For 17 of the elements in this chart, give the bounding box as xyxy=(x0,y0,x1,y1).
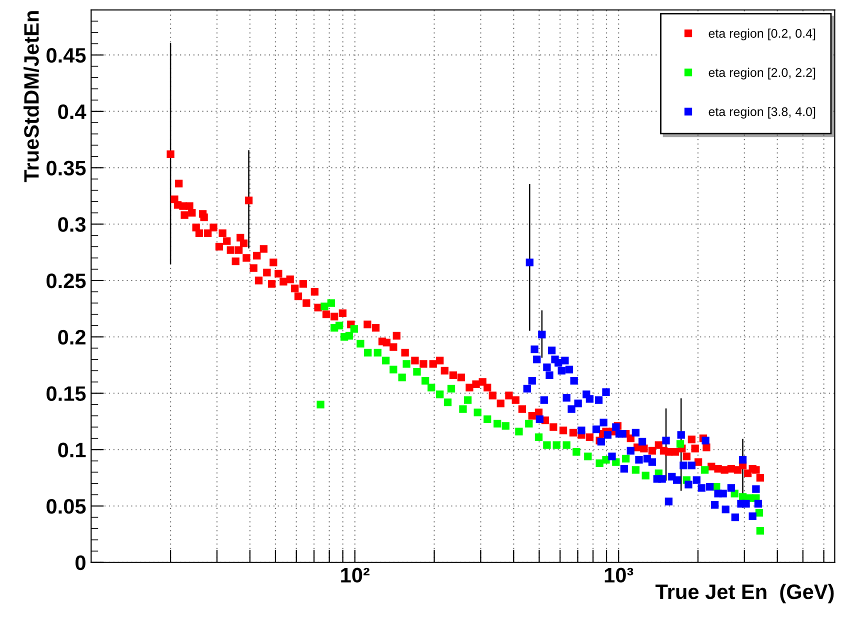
y-axis-title: TrueStdDM/JetEn xyxy=(24,11,40,182)
y-tick-label: 0.1 xyxy=(58,442,86,458)
y-tick-label: 0.05 xyxy=(46,499,86,514)
y-tick-label: 0.4 xyxy=(58,104,86,120)
x-axis-title: True Jet En (GeV) xyxy=(656,584,834,604)
y-tick-label: 0.3 xyxy=(58,217,86,232)
legend-label: eta region [3.8, 4.0] xyxy=(708,106,816,119)
y-tick-label: 0.2 xyxy=(58,330,86,345)
x-tick-label: 10² xyxy=(341,568,370,583)
y-tick-label: 0.35 xyxy=(46,160,86,176)
legend-label: eta region [0.2, 0.4] xyxy=(708,28,816,40)
y-tick-label: 0 xyxy=(76,555,86,570)
y-tick-label: 0.15 xyxy=(46,386,86,402)
y-tick-label: 0.25 xyxy=(46,274,86,288)
legend-label: eta region [2.0, 2.2] xyxy=(708,68,816,80)
y-tick-label: 0.45 xyxy=(46,48,86,63)
x-tick-label: 10³ xyxy=(604,568,634,583)
